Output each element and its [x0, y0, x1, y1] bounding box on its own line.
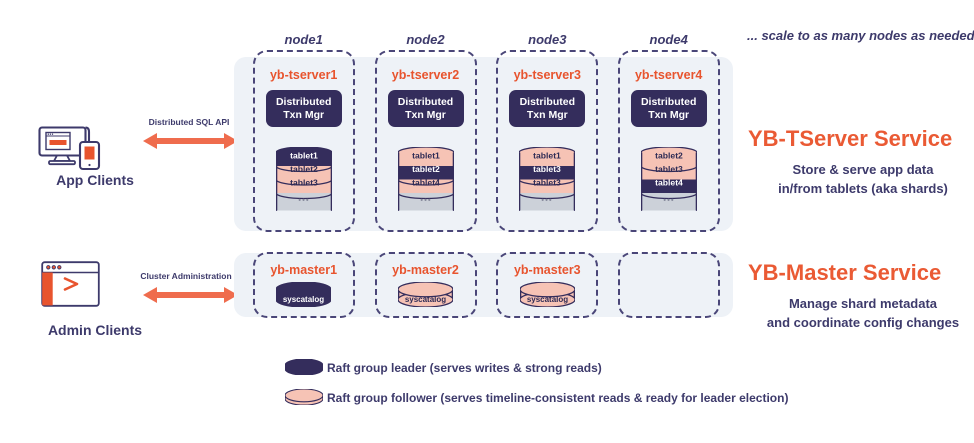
svg-text:syscatalog: syscatalog: [283, 295, 324, 304]
svg-text:•••: •••: [298, 196, 309, 205]
svg-text:tablet2: tablet2: [412, 164, 440, 174]
svg-text:tablet2: tablet2: [290, 164, 318, 174]
svg-text:tablet3: tablet3: [533, 178, 561, 188]
svg-text:tablet4: tablet4: [655, 178, 683, 188]
svg-text:tablet1: tablet1: [412, 151, 440, 161]
svg-text:tablet1: tablet1: [290, 151, 318, 161]
svg-text:syscatalog: syscatalog: [405, 295, 446, 304]
svg-text:•••: •••: [542, 196, 553, 205]
svg-text:syscatalog: syscatalog: [527, 295, 568, 304]
svg-text:tablet4: tablet4: [412, 178, 440, 188]
svg-text:tablet3: tablet3: [655, 164, 683, 174]
svg-text:tablet2: tablet2: [655, 151, 683, 161]
svg-text:tablet1: tablet1: [533, 151, 561, 161]
svg-text:•••: •••: [420, 196, 431, 205]
svg-text:•••: •••: [663, 196, 674, 205]
svg-text:tablet3: tablet3: [290, 178, 318, 188]
svg-text:tablet3: tablet3: [533, 164, 561, 174]
